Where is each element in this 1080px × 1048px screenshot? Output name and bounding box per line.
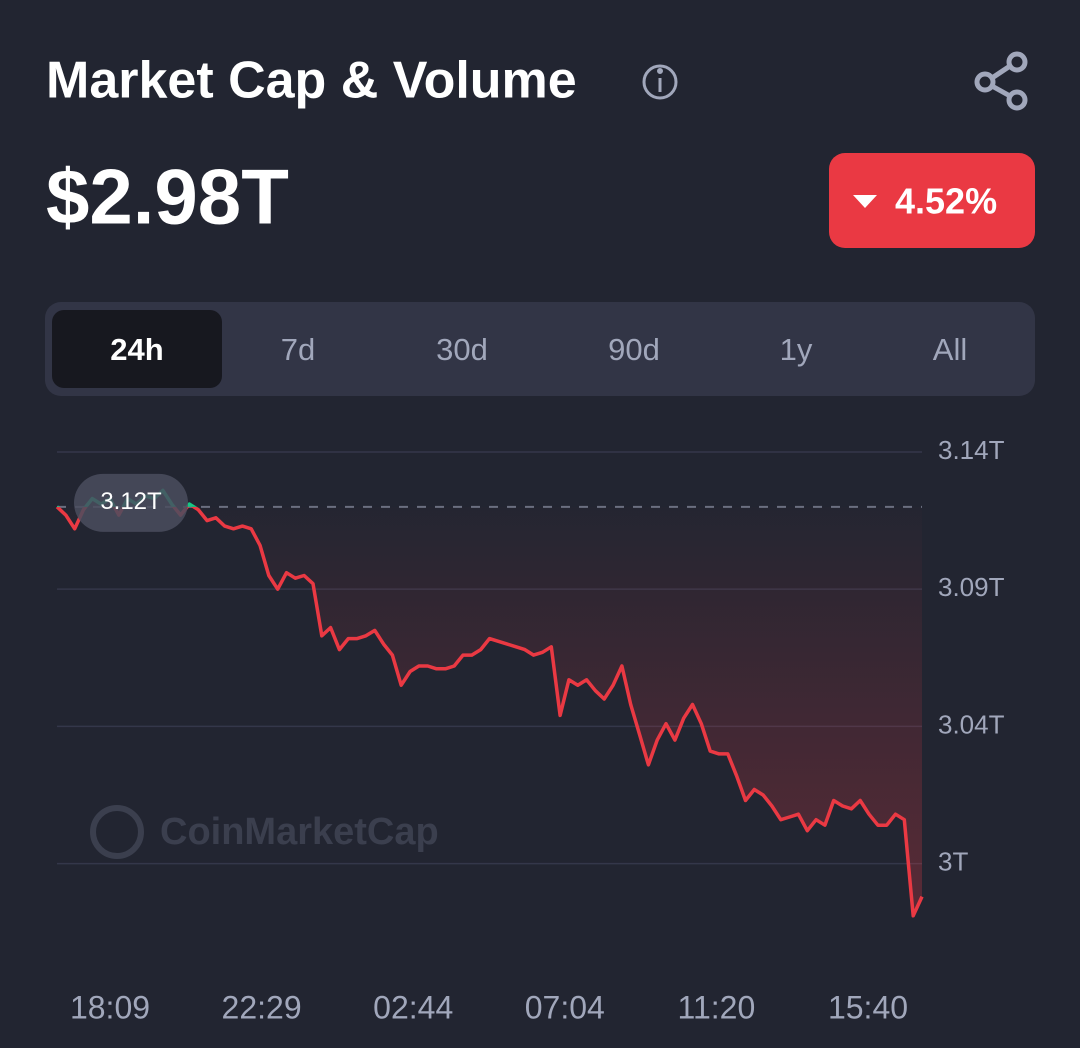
down-arrow xyxy=(853,195,877,208)
change-value: 4.52% xyxy=(895,181,997,222)
tab[interactable]: 90d xyxy=(608,332,660,367)
x-tick-label: 15:40 xyxy=(828,989,908,1025)
y-tick-label: 3.04T xyxy=(938,709,1005,739)
info-icon[interactable] xyxy=(642,64,678,100)
y-tick-label: 3.09T xyxy=(938,572,1005,602)
chart: CoinMarketCap 3.14T 3.09T 3.04T 3T 18:09 22:29… xyxy=(55,435,1005,1025)
share-icon[interactable] xyxy=(974,51,1028,111)
x-tick-label: 22:29 xyxy=(222,989,302,1025)
area xyxy=(57,506,922,916)
active-tab xyxy=(52,310,222,388)
tab[interactable]: All xyxy=(933,332,967,367)
x-tick-label: 02:44 xyxy=(373,989,453,1025)
tab[interactable]: 1y xyxy=(780,332,813,367)
y-tick-label: 3T xyxy=(938,847,968,877)
watermark-logo xyxy=(90,805,144,859)
tab[interactable]: 30d xyxy=(436,332,488,367)
x-tick-label: 11:20 xyxy=(678,989,756,1025)
reference-label: 3.12T xyxy=(100,488,162,515)
change-badge xyxy=(829,153,1035,248)
y-tick-label: 3.14T xyxy=(938,435,1005,465)
reference-badge xyxy=(74,473,188,532)
market-cap-value: $2.98T xyxy=(46,153,289,241)
tab[interactable]: 24h xyxy=(110,332,163,367)
tabs: 24h 7d 30d 90d 1y All xyxy=(52,310,967,388)
tab-bar xyxy=(45,302,1035,396)
x-tick-label: 18:09 xyxy=(70,989,150,1025)
tab[interactable]: 7d xyxy=(281,332,315,367)
x-tick-label: 07:04 xyxy=(525,989,605,1025)
line-down xyxy=(55,506,924,918)
title: Market Cap & Volume xyxy=(46,52,577,110)
watermark: CoinMarketCap xyxy=(160,811,439,853)
